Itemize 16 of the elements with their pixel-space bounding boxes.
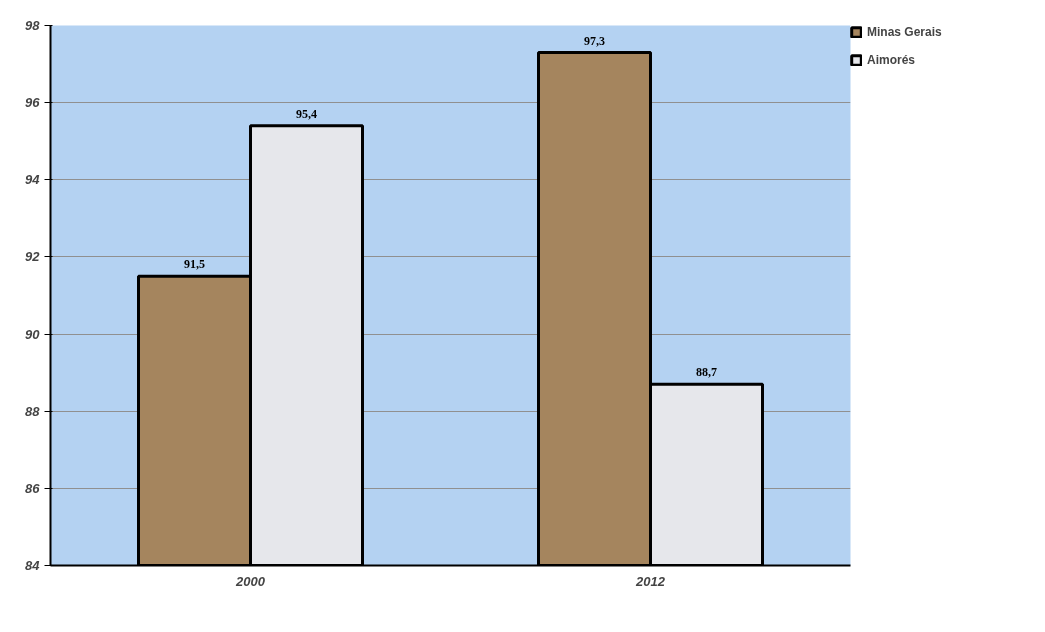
y-tick-label: 92 (25, 249, 41, 265)
y-tick-label: 88 (25, 403, 41, 419)
legend-label: Minas Gerais (867, 25, 942, 39)
x-tick-label: 2012 (635, 573, 666, 589)
y-tick-label: 96 (25, 95, 41, 111)
data-label: 88,7 (696, 365, 717, 380)
legend-label: Aimorés (867, 53, 916, 67)
data-label: 97,3 (584, 33, 605, 48)
y-tick-label: 98 (25, 18, 41, 33)
x-tick-label: 2000 (235, 573, 266, 589)
data-label: 95,4 (296, 106, 317, 121)
y-tick-label: 94 (25, 172, 41, 188)
data-label: 91,5 (184, 257, 205, 272)
y-tick-label: 84 (25, 558, 41, 573)
y-tick-label: 86 (25, 480, 41, 496)
y-tick-label: 90 (25, 326, 41, 342)
